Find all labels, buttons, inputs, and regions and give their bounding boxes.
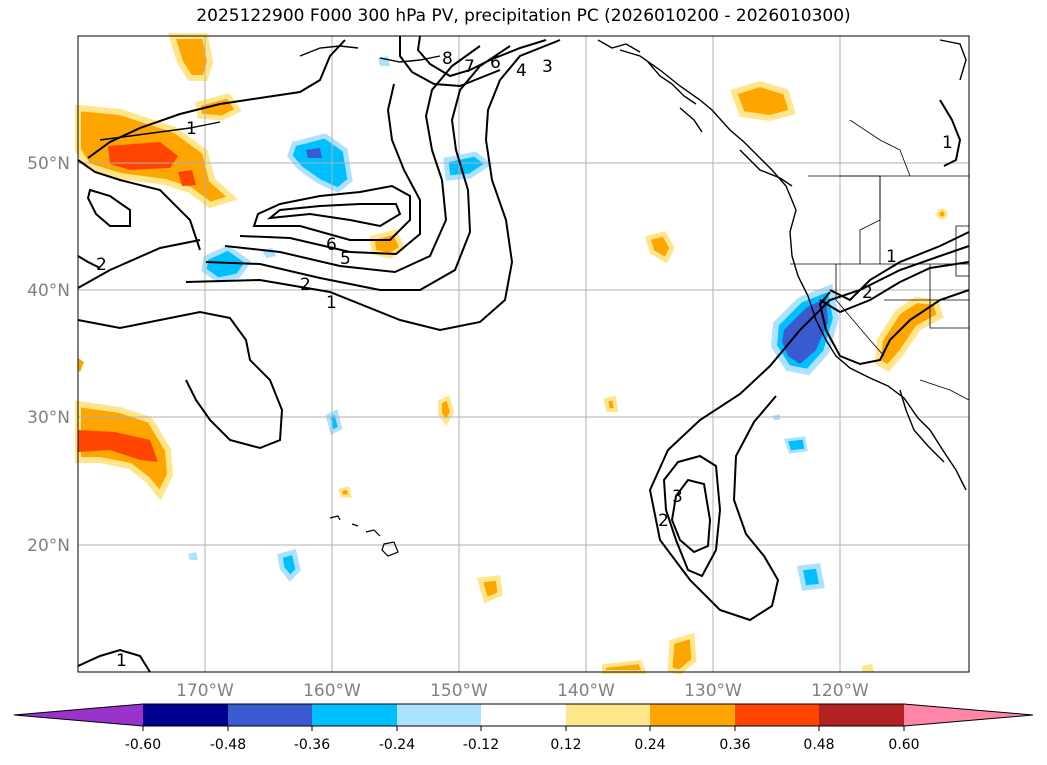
colorbar-segment	[819, 704, 904, 726]
precip-blob	[602, 659, 647, 674]
precip-blob	[195, 93, 242, 121]
contour-label: 2	[862, 283, 873, 303]
precip-blob	[862, 664, 874, 672]
lon-labels: 170°W 160°W 150°W 140°W 130°W 120°W	[176, 681, 869, 701]
lat-labels: 50°N 40°N 30°N 20°N	[27, 154, 70, 556]
contour-labels: 8 7 6 4 3 1 6 5 2 1 2 1 2 2 3 1 1	[96, 49, 953, 671]
lat-label: 40°N	[27, 281, 70, 301]
contour-label: 6	[490, 53, 501, 73]
contour-label: 2	[300, 275, 311, 295]
precip-blob	[188, 552, 198, 560]
precip-blob	[667, 632, 697, 675]
precip-blob	[369, 229, 406, 259]
contour-label: 1	[942, 133, 953, 153]
colorbar-tick-label: -0.12	[463, 737, 499, 753]
coastlines	[99, 39, 967, 491]
lon-label: 160°W	[303, 681, 361, 701]
colorbar-segment	[14, 704, 143, 726]
colorbar-segment	[481, 704, 566, 726]
colorbar-tick-label: 0.48	[803, 737, 834, 753]
contour-label: 3	[542, 57, 553, 77]
precip-blob	[78, 358, 84, 372]
lat-label: 50°N	[27, 154, 70, 174]
colorbar-tick-label: 0.60	[888, 737, 919, 753]
contour-label: 1	[326, 293, 337, 313]
colorbar-tick-label: 0.36	[719, 737, 750, 753]
lon-label: 140°W	[557, 681, 615, 701]
pv-contours	[77, 35, 970, 673]
lat-label: 20°N	[27, 536, 70, 556]
contour-label: 2	[96, 255, 107, 275]
lon-label: 120°W	[811, 681, 869, 701]
precip-blob	[201, 245, 252, 283]
colorbar-segment	[312, 704, 397, 726]
precip-blob	[306, 148, 322, 158]
precip-blob	[783, 436, 808, 454]
colorbar-tick-label: -0.60	[125, 737, 161, 753]
precip-blob	[178, 170, 196, 186]
colorbar-segment	[228, 704, 312, 726]
contour-label: 5	[340, 249, 351, 269]
contour-label: 2	[658, 511, 669, 531]
contour-label: 1	[186, 119, 197, 139]
contour-label: 1	[886, 247, 897, 267]
lon-label: 130°W	[684, 681, 742, 701]
colorbar: -0.60 -0.48 -0.36 -0.24 -0.12 0.12 0.24 …	[13, 703, 1034, 753]
map-frame	[77, 35, 970, 673]
precip-blob	[325, 409, 343, 435]
precip-blob	[476, 575, 503, 604]
colorbar-segment	[566, 704, 650, 726]
precip-blob	[874, 296, 944, 372]
contour-label: 3	[672, 487, 683, 507]
precip-blob	[443, 151, 493, 181]
map-panel: 8 7 6 4 3 1 6 5 2 1 2 1 2 2 3 1 1	[75, 33, 970, 675]
precip-blob	[797, 563, 825, 591]
precip-blob	[338, 486, 352, 498]
colorbar-tick-label: 0.24	[634, 737, 665, 753]
colorbar-tick-label: -0.48	[210, 737, 246, 753]
contour-label: 8	[442, 49, 453, 69]
precip-blob	[603, 395, 619, 412]
contour-label: 1	[116, 651, 127, 671]
gridlines	[78, 36, 969, 672]
colorbar-tick-label: -0.36	[294, 737, 330, 753]
contour-label: 4	[516, 61, 527, 81]
precip-blob	[730, 80, 796, 122]
lon-label: 150°W	[430, 681, 488, 701]
hawaii-islands	[329, 515, 399, 557]
colorbar-segment	[397, 704, 481, 726]
contour-label: 7	[464, 57, 475, 77]
colorbar-segment	[650, 704, 735, 726]
colorbar-segment	[735, 704, 819, 726]
lat-label: 30°N	[27, 408, 70, 428]
precip-blob	[644, 231, 675, 264]
plot-title: 2025122900 F000 300 hPa PV, precipitatio…	[196, 6, 851, 26]
colorbar-tick-label: 0.12	[550, 737, 581, 753]
precip-blob	[438, 395, 455, 426]
precip-blob	[78, 430, 158, 462]
political-borders	[790, 119, 970, 401]
contour-label: 6	[326, 235, 337, 255]
lon-label: 170°W	[176, 681, 234, 701]
precip-shading	[75, 33, 948, 675]
precip-blob	[936, 208, 948, 220]
colorbar-segment	[904, 704, 1033, 726]
colorbar-segment	[143, 704, 228, 726]
precip-blob	[277, 548, 301, 582]
colorbar-tick-label: -0.24	[379, 737, 415, 753]
